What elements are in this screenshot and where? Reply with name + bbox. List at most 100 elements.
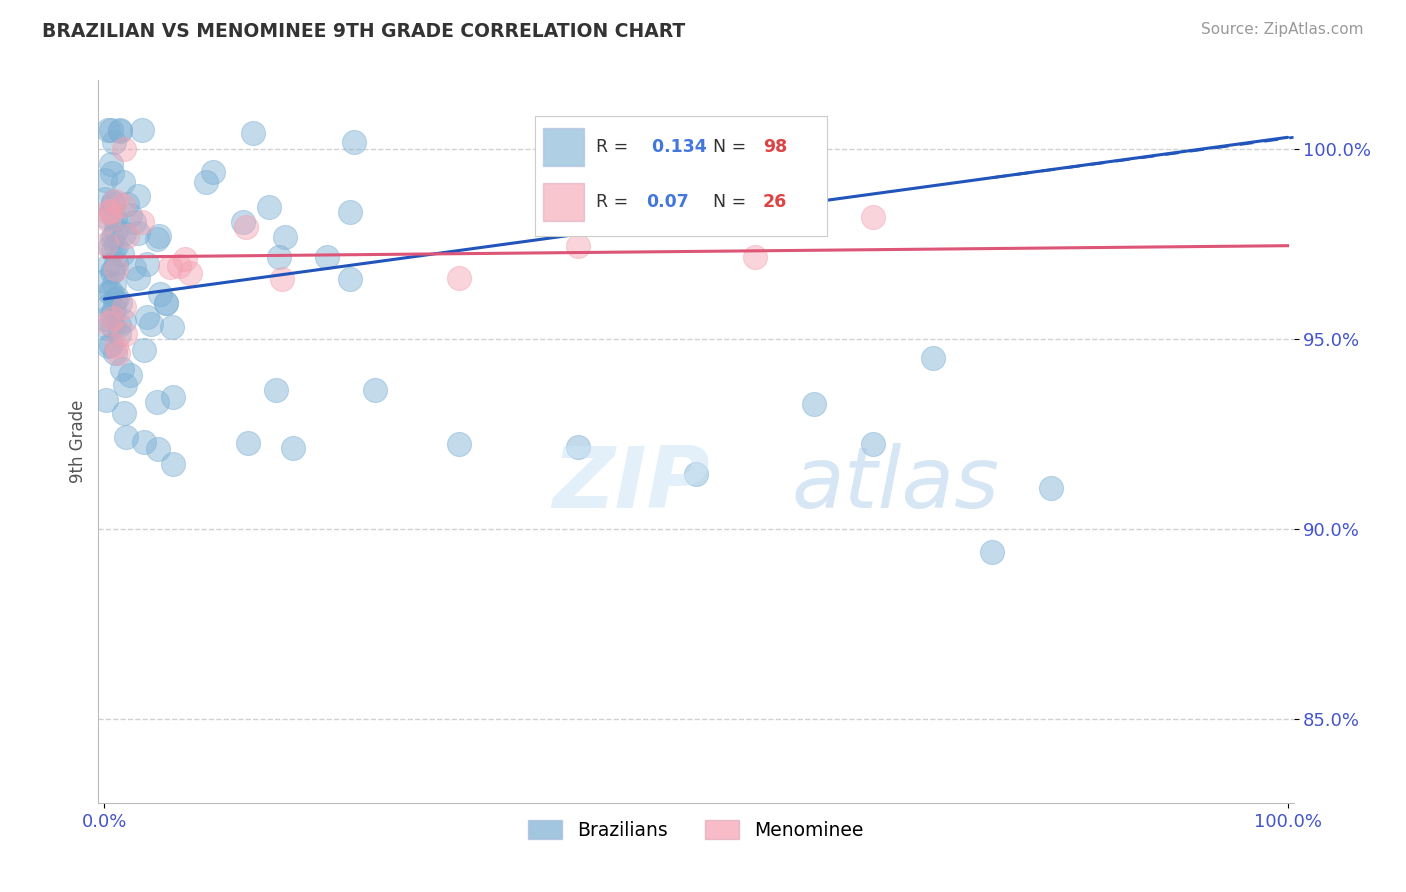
Point xyxy=(97,320,120,334)
Point xyxy=(803,397,825,411)
Point xyxy=(862,210,884,224)
Point xyxy=(149,286,172,301)
Point xyxy=(264,383,287,397)
Point xyxy=(162,390,184,404)
Point xyxy=(146,394,169,409)
Point xyxy=(270,271,292,285)
Y-axis label: 9th Grade: 9th Grade xyxy=(69,400,87,483)
Point xyxy=(101,230,124,244)
Point xyxy=(124,215,146,229)
Point xyxy=(105,262,128,277)
Point xyxy=(744,250,766,264)
Point xyxy=(364,383,387,397)
Point xyxy=(98,258,121,272)
Point xyxy=(179,266,201,280)
Point xyxy=(257,200,280,214)
Point xyxy=(160,320,183,334)
Point xyxy=(567,239,589,253)
Text: Source: ZipAtlas.com: Source: ZipAtlas.com xyxy=(1201,22,1364,37)
Point xyxy=(101,263,124,277)
Point xyxy=(148,228,170,243)
Point xyxy=(339,272,361,286)
Point xyxy=(94,192,117,206)
Text: BRAZILIAN VS MENOMINEE 9TH GRADE CORRELATION CHART: BRAZILIAN VS MENOMINEE 9TH GRADE CORRELA… xyxy=(42,22,686,41)
Point xyxy=(1039,481,1062,495)
Point xyxy=(96,210,118,224)
Point xyxy=(101,195,124,210)
Point xyxy=(127,270,149,285)
Point xyxy=(100,157,122,171)
Point xyxy=(105,291,128,305)
Point xyxy=(155,295,177,310)
Point xyxy=(104,346,127,360)
Point xyxy=(316,251,339,265)
Point xyxy=(108,124,131,138)
Point xyxy=(141,317,163,331)
Point xyxy=(107,318,129,332)
Point xyxy=(124,261,146,276)
Point xyxy=(96,237,118,252)
Point xyxy=(242,126,264,140)
Point xyxy=(103,301,125,316)
Point xyxy=(127,189,149,203)
Point xyxy=(97,339,120,353)
Point xyxy=(101,307,124,321)
Point xyxy=(167,259,190,273)
Point xyxy=(343,135,366,149)
Point xyxy=(101,265,124,279)
Point xyxy=(94,312,117,326)
Point xyxy=(103,229,125,244)
Point xyxy=(111,175,134,189)
Point xyxy=(100,122,122,136)
Point xyxy=(98,239,121,253)
Point xyxy=(104,293,127,307)
Point xyxy=(100,205,122,219)
Point xyxy=(281,441,304,455)
Point xyxy=(131,215,153,229)
Point xyxy=(100,285,122,299)
Point xyxy=(114,377,136,392)
Point xyxy=(921,351,943,366)
Point xyxy=(115,229,138,244)
Point xyxy=(97,298,120,312)
Point xyxy=(980,545,1002,559)
Point xyxy=(112,142,135,156)
Point xyxy=(101,319,124,334)
Point xyxy=(104,223,127,237)
Point xyxy=(195,175,218,189)
Text: atlas: atlas xyxy=(792,443,1000,526)
Point xyxy=(114,430,136,444)
Point xyxy=(112,301,135,315)
Point xyxy=(114,327,136,342)
Point xyxy=(110,122,132,136)
Point xyxy=(131,122,153,136)
Point xyxy=(273,230,295,244)
Point xyxy=(101,197,124,211)
Point xyxy=(201,165,224,179)
Point xyxy=(449,437,471,451)
Legend: Brazilians, Menominee: Brazilians, Menominee xyxy=(520,813,872,847)
Point xyxy=(135,310,157,325)
Point xyxy=(155,296,177,310)
Point xyxy=(862,437,884,451)
Point xyxy=(97,213,120,227)
Point xyxy=(108,296,131,310)
Point xyxy=(105,238,128,252)
Point xyxy=(111,247,134,261)
Point xyxy=(104,211,127,226)
Point xyxy=(108,326,131,341)
Point xyxy=(567,440,589,454)
Point xyxy=(111,198,134,212)
Point xyxy=(132,343,155,357)
Point xyxy=(112,314,135,328)
Text: ZIP: ZIP xyxy=(553,443,710,526)
Point xyxy=(101,166,124,180)
Point xyxy=(267,250,290,264)
Point xyxy=(127,226,149,240)
Point xyxy=(100,337,122,351)
Point xyxy=(97,285,120,300)
Point xyxy=(112,406,135,420)
Point xyxy=(103,243,125,257)
Point xyxy=(111,362,134,376)
Point xyxy=(103,277,125,291)
